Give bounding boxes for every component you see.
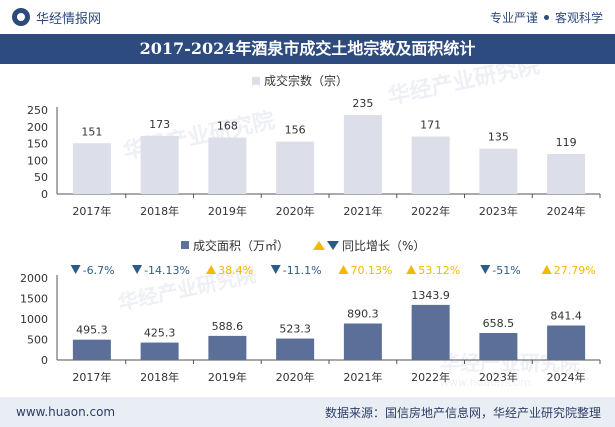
x-tick-label: 2024年 <box>547 204 586 218</box>
growth-label: 38.4% <box>218 264 253 277</box>
legend-swatch-count <box>252 77 260 85</box>
slogan: 专业严谨 客观科学 <box>490 9 603 26</box>
legend-label-growth: 同比增长（%） <box>342 239 425 253</box>
x-tick-label: 2021年 <box>343 204 382 218</box>
data-label-area: 658.5 <box>483 317 515 330</box>
top-bar: 华经情报网 专业严谨 客观科学 <box>0 0 615 35</box>
data-label-count: 173 <box>149 118 170 131</box>
bar-area <box>343 323 382 360</box>
growth-label: 53.12% <box>418 264 460 277</box>
footer-url[interactable]: www.huaon.com <box>16 405 116 419</box>
y-tick-label: 100 <box>27 154 48 167</box>
y-tick-label: 200 <box>27 121 48 134</box>
x-tick-label: 2018年 <box>140 370 179 384</box>
growth-up-icon <box>206 265 217 274</box>
bar-area <box>411 304 450 360</box>
bar-count <box>72 143 111 194</box>
growth-down-icon <box>480 265 491 274</box>
x-tick-label: 2019年 <box>208 204 247 218</box>
data-label-area: 1343.9 <box>411 289 450 302</box>
data-label-area: 890.3 <box>347 307 379 320</box>
bullet-icon <box>543 14 549 20</box>
bar-count <box>343 115 382 194</box>
chart-title: 2017-2024年酒泉市成交土地宗数及面积统计 <box>0 34 615 64</box>
legend-swatch-area <box>181 241 189 249</box>
growth-label: -14.13% <box>144 264 190 277</box>
chart-area: 华经产业研究院华经产业研究院华经产业研究院华经产业研究院www.huaon.co… <box>20 64 601 389</box>
data-label-area: 523.3 <box>279 323 311 336</box>
brand[interactable]: 华经情报网 <box>12 8 101 27</box>
x-tick-label: 2020年 <box>276 370 315 384</box>
brand-name: 华经情报网 <box>36 11 102 27</box>
growth-label: 27.79% <box>554 264 596 277</box>
y-tick-label: 1500 <box>20 293 48 306</box>
bar-count <box>276 141 315 194</box>
bar-count <box>411 136 450 194</box>
data-label-count: 156 <box>285 124 306 137</box>
slogan-right: 客观科学 <box>554 10 603 25</box>
growth-up-icon <box>541 265 552 274</box>
x-tick-label: 2017年 <box>72 204 111 218</box>
y-tick-label: 0 <box>41 188 48 201</box>
growth-down-icon <box>270 265 281 274</box>
bar-count <box>208 137 247 194</box>
growth-up-icon <box>338 265 349 274</box>
legend-label-area: 成交面积（万㎡） <box>193 238 289 253</box>
bar-area <box>208 335 247 360</box>
logo-icon <box>12 8 30 26</box>
bar-count <box>547 154 586 194</box>
bar-area <box>276 338 315 360</box>
bar-area <box>479 333 518 360</box>
x-tick-label: 2022年 <box>411 370 450 384</box>
legend-label-count: 成交宗数（宗） <box>264 73 348 88</box>
x-tick-label: 2023年 <box>479 370 518 384</box>
y-tick-label: 1000 <box>20 313 48 326</box>
data-label-count: 168 <box>217 120 238 133</box>
x-tick-label: 2022年 <box>411 204 450 218</box>
legend-down-triangle-icon <box>327 241 339 250</box>
y-tick-label: 500 <box>27 334 48 347</box>
x-tick-label: 2019年 <box>208 370 247 384</box>
data-label-area: 841.4 <box>550 310 582 323</box>
bar-count <box>140 135 179 194</box>
y-tick-label: 250 <box>27 104 48 117</box>
y-tick-label: 0 <box>41 354 48 367</box>
bar-area <box>547 325 586 360</box>
x-tick-label: 2017年 <box>72 370 111 384</box>
slogan-left: 专业严谨 <box>489 10 538 25</box>
data-label-count: 235 <box>352 97 373 110</box>
data-label-count: 151 <box>81 125 102 138</box>
data-label-area: 495.3 <box>76 324 108 337</box>
bar-area <box>72 339 111 360</box>
data-label-area: 425.3 <box>144 327 176 340</box>
footer-bar: www.huaon.com 数据来源：国信房地产信息网，华经产业研究院整理 <box>0 397 615 427</box>
y-tick-label: 150 <box>27 138 48 151</box>
data-label-area: 588.6 <box>212 320 244 333</box>
growth-down-icon <box>70 265 81 274</box>
data-label-count: 171 <box>420 119 441 132</box>
x-tick-label: 2024年 <box>547 370 586 384</box>
x-tick-label: 2023年 <box>479 204 518 218</box>
footer-source: 数据来源：国信房地产信息网，华经产业研究院整理 <box>324 405 601 420</box>
x-tick-label: 2018年 <box>140 204 179 218</box>
x-tick-label: 2020年 <box>276 204 315 218</box>
watermark-url: www.huaon.com <box>440 376 531 389</box>
growth-label: -6.7% <box>83 264 115 277</box>
y-tick-label: 50 <box>34 171 48 184</box>
growth-label: 70.13% <box>350 264 392 277</box>
legend-up-triangle-icon <box>313 241 325 250</box>
y-tick-label: 2000 <box>20 272 48 285</box>
watermark-text: 华经产业研究院 <box>386 64 542 110</box>
x-tick-label: 2021年 <box>343 370 382 384</box>
growth-down-icon <box>132 265 143 274</box>
bar-area <box>140 342 179 360</box>
bar-count <box>479 148 518 194</box>
growth-up-icon <box>406 265 417 274</box>
data-label-count: 119 <box>556 136 577 149</box>
data-label-count: 135 <box>488 131 509 144</box>
growth-label: -51% <box>492 264 520 277</box>
growth-label: -11.1% <box>283 264 322 277</box>
